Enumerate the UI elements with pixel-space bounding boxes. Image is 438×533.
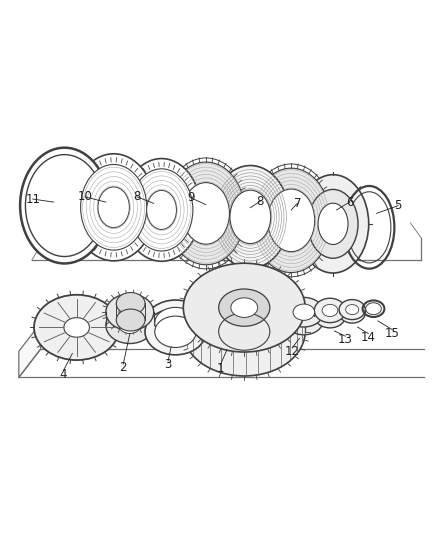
Ellipse shape — [322, 304, 338, 317]
Ellipse shape — [155, 316, 196, 348]
Text: 9: 9 — [187, 191, 194, 204]
Text: 7: 7 — [293, 197, 301, 210]
Text: 10: 10 — [78, 190, 92, 204]
Ellipse shape — [314, 298, 346, 322]
Ellipse shape — [122, 158, 201, 261]
Ellipse shape — [268, 189, 315, 252]
Ellipse shape — [318, 203, 348, 245]
Ellipse shape — [116, 293, 145, 314]
Ellipse shape — [119, 317, 141, 334]
Ellipse shape — [20, 148, 109, 263]
Text: 8: 8 — [257, 195, 264, 208]
Ellipse shape — [98, 187, 129, 228]
Text: 14: 14 — [361, 330, 376, 343]
Ellipse shape — [184, 287, 305, 376]
Ellipse shape — [81, 165, 147, 250]
Ellipse shape — [130, 169, 193, 251]
Ellipse shape — [72, 154, 155, 261]
Ellipse shape — [119, 304, 141, 320]
Ellipse shape — [219, 289, 270, 326]
Text: 12: 12 — [285, 345, 300, 358]
Ellipse shape — [106, 307, 154, 344]
Text: 3: 3 — [164, 358, 172, 371]
Ellipse shape — [314, 303, 346, 328]
Ellipse shape — [231, 298, 258, 317]
Ellipse shape — [252, 168, 330, 272]
Ellipse shape — [339, 303, 365, 323]
Ellipse shape — [184, 263, 305, 352]
Ellipse shape — [346, 304, 359, 314]
Ellipse shape — [106, 294, 154, 330]
Ellipse shape — [155, 308, 196, 339]
Ellipse shape — [167, 162, 245, 265]
Ellipse shape — [339, 300, 365, 320]
Text: 5: 5 — [395, 199, 402, 212]
Text: 6: 6 — [346, 196, 353, 208]
Ellipse shape — [284, 305, 323, 335]
Ellipse shape — [34, 295, 119, 360]
Ellipse shape — [145, 309, 206, 355]
Ellipse shape — [211, 166, 290, 268]
Ellipse shape — [297, 175, 369, 273]
Text: 15: 15 — [385, 327, 399, 340]
Text: 11: 11 — [25, 192, 40, 206]
Ellipse shape — [366, 303, 381, 314]
Ellipse shape — [145, 300, 206, 346]
Text: 13: 13 — [338, 333, 353, 346]
Text: 8: 8 — [134, 190, 141, 204]
Ellipse shape — [64, 318, 89, 337]
Ellipse shape — [284, 297, 323, 327]
Ellipse shape — [308, 189, 358, 259]
Text: 1: 1 — [216, 362, 224, 375]
Ellipse shape — [230, 190, 271, 244]
Ellipse shape — [293, 304, 314, 320]
Ellipse shape — [25, 155, 103, 256]
Ellipse shape — [147, 190, 177, 229]
Polygon shape — [19, 323, 41, 377]
Ellipse shape — [183, 183, 230, 244]
Text: 2: 2 — [120, 361, 127, 374]
Text: 4: 4 — [60, 368, 67, 381]
Ellipse shape — [116, 309, 145, 331]
